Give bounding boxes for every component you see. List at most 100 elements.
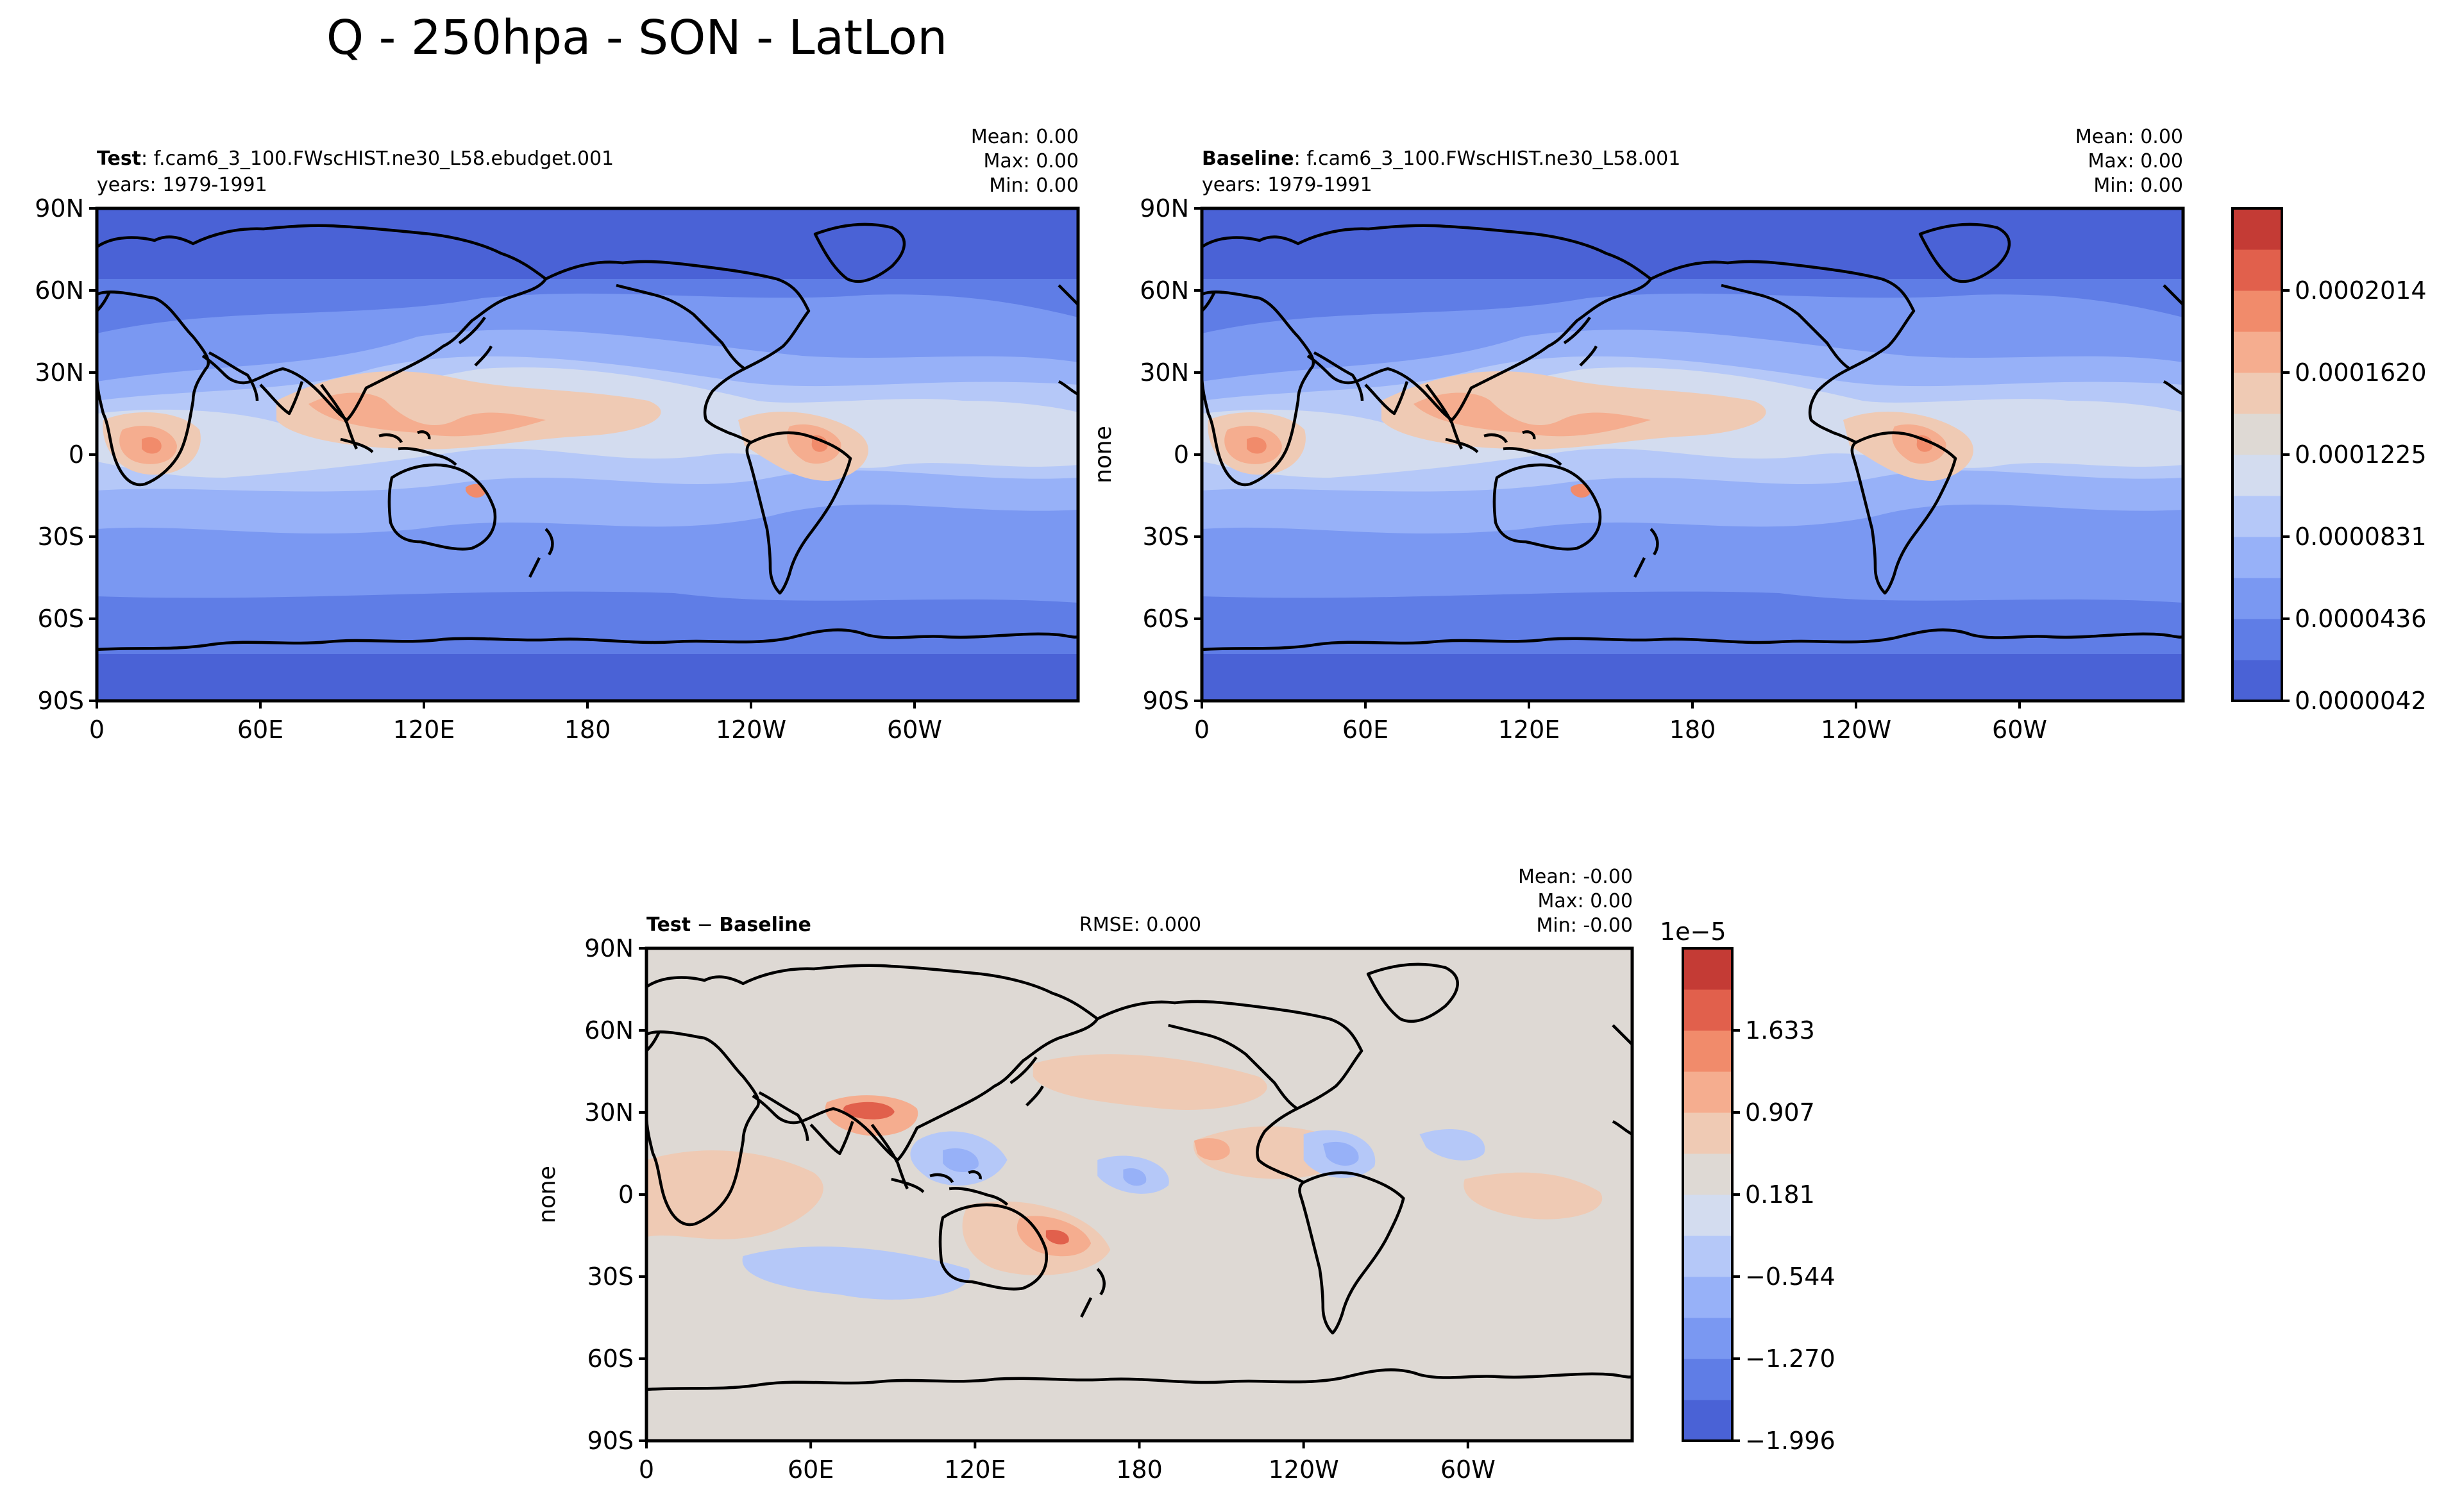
ytick-label: 30S: [587, 1263, 634, 1291]
baseline-stat-mean: Mean: 0.00: [2075, 126, 2183, 148]
difference-stat-max: Max: 0.00: [1538, 890, 1633, 912]
colorbar-tick-label: 1.633: [1745, 1016, 1815, 1044]
xtick-label: 180: [1669, 716, 1716, 744]
difference-colorbar-offset: 1e−5: [1660, 918, 1726, 946]
test-panel: Test: f.cam6_3_100.FWscHIST.ne30_L58.ebu…: [35, 126, 1080, 744]
colorbar-swatch: [2232, 290, 2282, 332]
xtick-label: 180: [1116, 1455, 1163, 1484]
baseline-panel-label: Baseline: f.cam6_3_100.FWscHIST.ne30_L58…: [1202, 147, 1680, 170]
ytick-label: 0: [69, 440, 84, 469]
colorbar-tick-label: 0.0000831: [2295, 523, 2427, 551]
difference-stat-mean: Mean: -0.00: [1518, 866, 1633, 888]
colorbar-swatch: [2232, 660, 2282, 701]
xtick-label: 180: [564, 716, 611, 744]
colorbar-swatch: [2232, 496, 2282, 537]
colorbar-swatch: [1683, 1359, 1732, 1400]
xtick-label: 60W: [887, 716, 942, 744]
xtick-label: 60E: [237, 716, 283, 744]
ytick-label: 60S: [1143, 605, 1189, 633]
colorbar-swatch: [2232, 373, 2282, 414]
test-map: [97, 208, 1078, 701]
xtick-label: 60E: [788, 1455, 834, 1484]
test-panel-years: years: 1979-1991: [97, 174, 267, 196]
colorbar-tick-label: 0.0002014: [2295, 276, 2427, 305]
xtick-label: 0: [1194, 716, 1210, 744]
baseline-ylabel: none: [1090, 426, 1117, 483]
ytick-label: 30N: [584, 1098, 634, 1127]
figure-title: Q - 250hpa - SON - LatLon: [326, 10, 947, 65]
colorbar-tick-label: −0.544: [1745, 1263, 1835, 1291]
xtick-label: 0: [89, 716, 105, 744]
xtick-label: 120W: [1269, 1455, 1339, 1484]
colorbar-swatch: [1683, 1153, 1732, 1195]
colorbar-tick-label: 0.0000042: [2295, 687, 2427, 715]
test-panel-label: Test: f.cam6_3_100.FWscHIST.ne30_L58.ebu…: [97, 147, 614, 170]
ytick-label: 90S: [587, 1427, 634, 1455]
colorbar-swatch: [2232, 537, 2282, 578]
colorbar-swatch: [2232, 578, 2282, 619]
ytick-label: 60S: [38, 605, 84, 633]
colorbar-swatch: [1683, 1318, 1732, 1359]
ytick-label: 30N: [35, 358, 84, 387]
ytick-label: 90N: [1140, 194, 1189, 222]
xtick-label: 60W: [1992, 716, 2047, 744]
xtick-label: 120E: [1498, 716, 1560, 744]
colorbar-swatch: [2232, 455, 2282, 496]
colorbar-swatch: [1683, 1400, 1732, 1441]
colorbar-swatch: [1683, 1071, 1732, 1113]
colorbar-tick-label: 0.0001620: [2295, 358, 2427, 387]
colorbar-swatch: [1683, 1195, 1732, 1236]
difference-panel: Test − Baseline RMSE: 0.000 Mean: -0.00 …: [534, 866, 1634, 1484]
test-stat-min: Min: 0.00: [989, 174, 1079, 197]
test-field-contours: [97, 208, 1078, 701]
xtick-label: 0: [639, 1455, 654, 1484]
ytick-label: 30S: [38, 523, 84, 551]
difference-ylabel: none: [534, 1166, 561, 1223]
colorbar-swatch: [1683, 1112, 1732, 1154]
ytick-label: 60N: [35, 276, 84, 305]
xtick-label: 120E: [944, 1455, 1006, 1484]
ytick-label: 30S: [1143, 523, 1189, 551]
ytick-label: 0: [618, 1180, 634, 1209]
difference-panel-label: Test − Baseline: [646, 914, 811, 936]
baseline-panel-years: years: 1979-1991: [1202, 174, 1372, 196]
colorbar-swatch: [1683, 1277, 1732, 1318]
colorbar-swatch: [2232, 331, 2282, 373]
colorbar-swatch: [2232, 249, 2282, 291]
ytick-label: 60S: [587, 1345, 634, 1373]
ytick-label: 60N: [584, 1016, 634, 1044]
colorbar-swatch: [2232, 414, 2282, 455]
baseline-map: [1202, 208, 2183, 701]
ytick-label: 60N: [1140, 276, 1189, 305]
colorbar-swatch: [1683, 948, 1732, 990]
ytick-label: 90S: [38, 687, 84, 715]
xtick-label: 60E: [1342, 716, 1388, 744]
baseline-colorbar: 0.0002014 0.0001620 0.0001225 0.0000831 0.00…: [2231, 207, 2427, 715]
colorbar-swatch: [1683, 1236, 1732, 1277]
baseline-stat-max: Max: 0.00: [2088, 150, 2183, 172]
colorbar-tick-label: 0.907: [1745, 1098, 1815, 1127]
colorbar-tick-label: 0.181: [1745, 1180, 1815, 1209]
difference-rmse: RMSE: 0.000: [1079, 914, 1201, 936]
ytick-label: 30N: [1140, 358, 1189, 387]
xtick-label: 120W: [1821, 716, 1891, 744]
colorbar-swatch: [2232, 208, 2282, 250]
colorbar-swatch: [2232, 619, 2282, 660]
ytick-label: 90N: [584, 934, 634, 962]
colorbar-tick-label: 0.0001225: [2295, 440, 2427, 469]
ytick-label: 0: [1174, 440, 1189, 469]
baseline-panel: Baseline: f.cam6_3_100.FWscHIST.ne30_L58…: [1090, 126, 2185, 744]
difference-field-contours: [646, 948, 1632, 1441]
difference-stat-min: Min: -0.00: [1537, 914, 1633, 937]
test-stat-mean: Mean: 0.00: [971, 126, 1079, 148]
xtick-label: 120W: [716, 716, 786, 744]
colorbar-tick-label: −1.996: [1745, 1427, 1835, 1455]
colorbar-tick-label: 0.0000436: [2295, 605, 2427, 633]
ytick-label: 90N: [35, 194, 84, 222]
difference-colorbar: 1.633 0.907 0.181 −0.544 −1.270 −1.996: [1682, 947, 1835, 1455]
colorbar-swatch: [1683, 1030, 1732, 1072]
xtick-label: 120E: [393, 716, 455, 744]
ytick-label: 90S: [1143, 687, 1189, 715]
colorbar-swatch: [1683, 989, 1732, 1031]
